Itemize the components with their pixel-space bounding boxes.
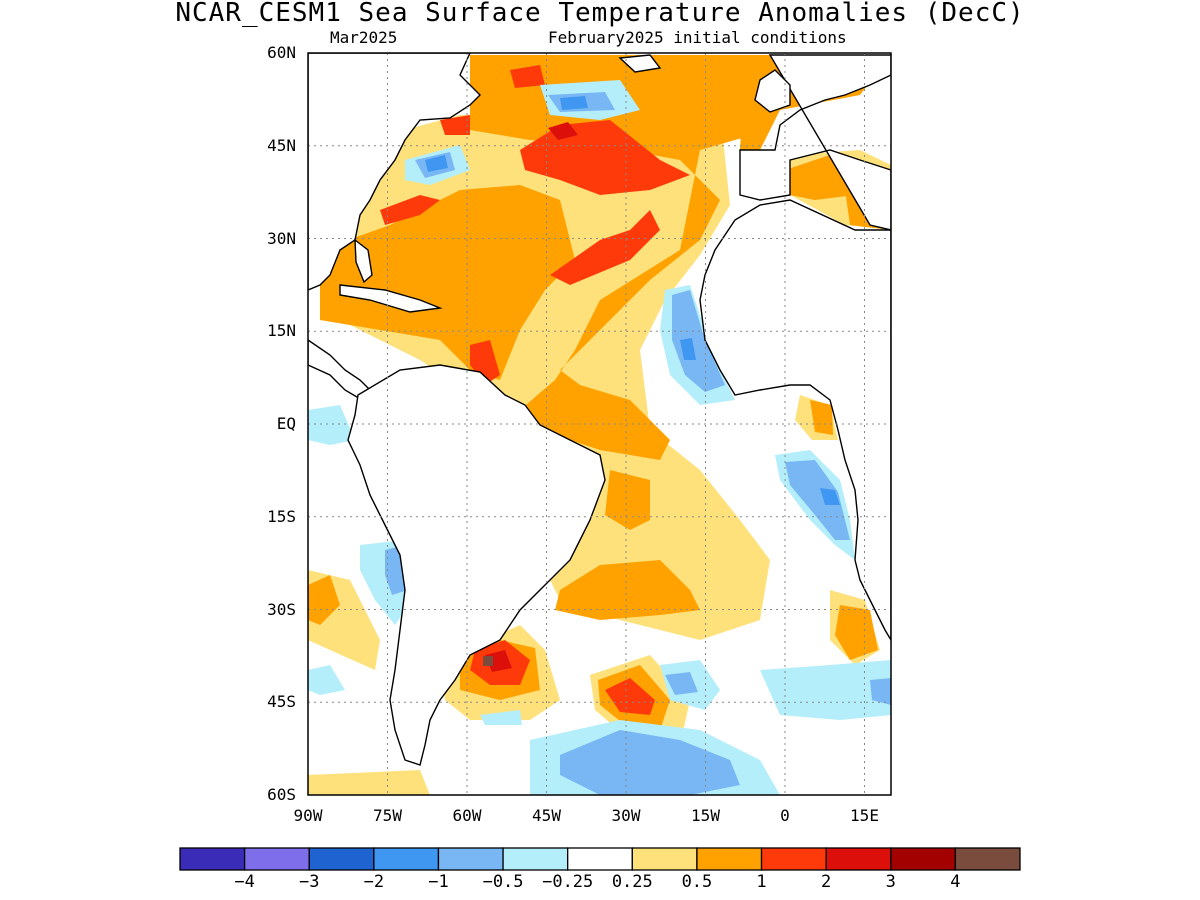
initial-conditions: February2025 initial conditions [548, 28, 847, 47]
lat-tick-label: 60S [267, 785, 296, 804]
colorbar-level-label: −1 [428, 872, 449, 892]
colorbar-level-label: 0.25 [611, 872, 653, 892]
colorbar-level-label: −0.5 [482, 872, 524, 892]
lat-tick-label: EQ [276, 414, 296, 433]
great-britain [754, 69, 791, 113]
warm-very-region [485, 650, 512, 672]
south-america [347, 364, 606, 766]
cool-strong-region [560, 96, 588, 110]
lat-tick-label: 60N [267, 43, 296, 62]
central-america [308, 339, 374, 401]
caribbean-islands [339, 284, 443, 313]
warm-mid-region [320, 185, 575, 380]
warm-mid-region [605, 470, 650, 530]
colorbar-swatch [243, 847, 310, 871]
lat-tick-label: 15N [267, 321, 296, 341]
colorbar-level-label: 4 [950, 872, 961, 892]
warm-weak-region [308, 770, 430, 795]
cool-mid-region [665, 672, 698, 695]
colorbar-swatch [373, 847, 440, 871]
cool-mid-region [785, 460, 850, 540]
warm-strong-region [550, 210, 660, 285]
warm-strong-region [380, 195, 440, 225]
cool-weak-region [308, 405, 355, 445]
colorbar-level-label: 1 [756, 872, 767, 892]
warm-strong-region [605, 678, 655, 715]
cool-strong-region [820, 488, 840, 505]
colorbar-swatch [567, 847, 633, 871]
land-masses [308, 53, 891, 766]
colorbar-level-label: 0.5 [681, 872, 713, 892]
lon-tick-label: 15W [691, 806, 720, 825]
colorbar-swatch [502, 847, 569, 871]
colorbar-level-label: −0.25 [542, 872, 594, 892]
warm-mid-region [810, 400, 833, 435]
colorbar [179, 847, 1021, 871]
colorbar-swatch [760, 847, 827, 871]
colorbar-swatch [954, 847, 1021, 871]
colorbar-swatch [696, 847, 763, 871]
lon-tick-label: 90W [293, 806, 323, 825]
europe [739, 54, 891, 231]
colorbar-level-label: 3 [885, 872, 896, 892]
iceland [618, 54, 662, 73]
cool-mid-region [672, 290, 725, 392]
lon-tick-label: 0 [780, 806, 790, 825]
cool-weak-region [480, 710, 522, 725]
florida [354, 238, 373, 284]
lat-tick-label: 30S [267, 599, 296, 619]
cool-strong-region [680, 338, 696, 360]
warm-mid-region [470, 55, 770, 460]
colorbar-swatch [179, 847, 246, 871]
colorbar-level-label: −3 [298, 872, 320, 892]
cool-weak-region [760, 660, 891, 720]
north-america [308, 53, 481, 291]
warm-mid-region [555, 560, 700, 620]
colorbar-level-label: −2 [363, 872, 385, 892]
lat-tick-label: 45N [267, 135, 296, 155]
gridlines [308, 53, 891, 795]
africa [699, 199, 891, 642]
lon-tick-label: 30W [611, 806, 641, 825]
forecast-month: Mar2025 [330, 28, 398, 47]
colorbar-swatch [631, 847, 698, 871]
colorbar-swatch [890, 847, 957, 871]
lon-tick-label: 60W [452, 806, 482, 825]
map-title: NCAR_CESM1 Sea Surface Temperature Anoma… [175, 0, 1025, 28]
warm-very-region [483, 656, 493, 666]
warm-strong-region [510, 65, 545, 88]
warm-mid-region [308, 575, 340, 625]
lon-tick-label: 45W [532, 806, 561, 825]
warm-strong-region [440, 115, 470, 135]
cool-mid-region [870, 678, 891, 705]
cool-mid-region [560, 730, 740, 795]
colorbar-level-label: −4 [234, 872, 255, 892]
lat-tick-label: 45S [267, 692, 296, 712]
lat-tick-label: 15S [267, 506, 296, 526]
map-frame [307, 52, 892, 796]
warm-mid-region [835, 605, 878, 660]
colorbar-swatch [825, 847, 892, 871]
warm-very-region [548, 122, 578, 140]
lon-tick-label: 15E [850, 806, 879, 825]
colorbar-level-label: 2 [821, 872, 832, 892]
lon-tick-label: 75W [373, 806, 402, 825]
cool-strong-region [425, 155, 448, 172]
colorbar-swatch [308, 847, 375, 871]
lat-tick-label: 30N [267, 228, 296, 248]
colorbar-swatch [437, 847, 504, 871]
cool-weak-region [308, 665, 345, 695]
